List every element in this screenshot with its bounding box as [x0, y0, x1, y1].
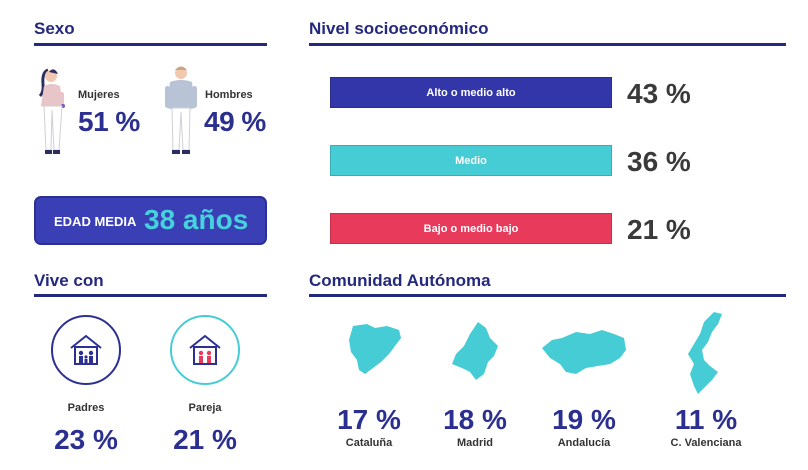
padres-pct: 23 % [54, 424, 118, 455]
valenciana-pct: 11 % [674, 404, 738, 435]
andalucia-label: Andalucía [557, 437, 611, 449]
andalucia-pct: 19 % [552, 404, 616, 435]
sexo-rule [34, 43, 267, 46]
edad-media-label: EDAD MEDIA [54, 214, 137, 229]
pareja-circle [170, 315, 240, 385]
nivel-title: Nivel socioeconómico [309, 19, 489, 38]
madrid-map-icon [452, 322, 498, 380]
cataluna-map-icon [349, 324, 401, 374]
mujeres-pct: 51 % [78, 106, 140, 137]
valenciana-label: C. Valenciana [670, 437, 742, 449]
andalucia-map-icon [542, 330, 626, 374]
nse-pct-medio: 36 % [627, 146, 691, 177]
padres-circle [51, 315, 121, 385]
nse-bar-medio: Medio [330, 145, 612, 176]
house-padres-icon [70, 334, 102, 365]
nivel-rule [309, 43, 786, 46]
hombres-pct: 49 % [204, 106, 266, 137]
sexo-title: Sexo [34, 19, 75, 38]
mujeres-label: Mujeres [78, 89, 120, 101]
edad-media-value: 38 años [144, 204, 249, 235]
man-figure-icon [165, 66, 197, 154]
valenciana-map-icon [688, 312, 722, 394]
cataluna-label: Cataluña [345, 437, 393, 449]
comunidad-rule [309, 294, 786, 297]
nse-bar-bajo-label: Bajo o medio bajo [423, 222, 519, 235]
nse-bar-alto: Alto o medio alto [330, 77, 612, 108]
madrid-label: Madrid [456, 437, 494, 449]
nse-bar-bajo: Bajo o medio bajo [330, 213, 612, 244]
nse-bar-medio-label: Medio [455, 154, 487, 167]
cataluna-pct: 17 % [337, 404, 401, 435]
woman-figure-icon [38, 68, 65, 154]
comunidad-title: Comunidad Autónoma [309, 271, 491, 290]
padres-label: Padres [67, 402, 105, 414]
nse-pct-alto: 43 % [627, 78, 691, 109]
pareja-pct: 21 % [173, 424, 237, 455]
nse-bar-alto-label: Alto o medio alto [426, 86, 516, 99]
hombres-label: Hombres [205, 89, 253, 101]
edad-media-box: EDAD MEDIA 38 años [34, 196, 267, 245]
pareja-label: Pareja [188, 402, 222, 414]
madrid-pct: 18 % [443, 404, 507, 435]
nse-pct-bajo: 21 % [627, 214, 691, 245]
vive-rule [34, 294, 267, 297]
vive-title: Vive con [34, 271, 104, 290]
house-pareja-icon [189, 334, 221, 365]
